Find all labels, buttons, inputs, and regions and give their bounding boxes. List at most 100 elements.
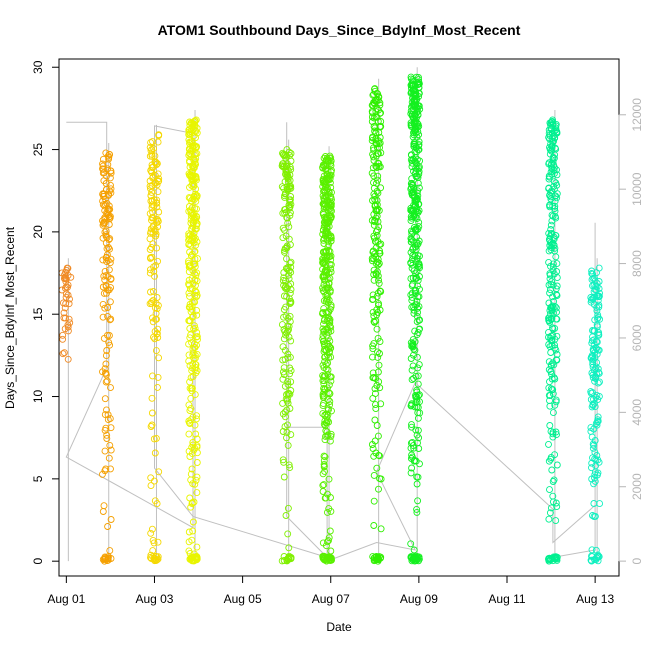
data-point [185,145,193,153]
data-point [549,409,557,417]
data-point [371,127,379,135]
data-point [415,78,423,86]
data-point [408,421,415,429]
data-point [188,274,196,282]
data-point [412,143,420,150]
data-point [325,418,333,426]
data-point [285,223,293,231]
data-point [552,120,560,128]
data-point [192,288,200,296]
data-point [102,369,110,377]
x-tick-label: Aug 03 [135,592,173,606]
data-point [320,555,328,563]
data-point [410,100,418,108]
data-point [107,446,115,454]
data-point [286,176,294,184]
data-point [372,113,380,121]
data-point [549,478,557,485]
data-point [149,163,157,171]
data-point [408,236,416,243]
data-point [324,326,332,334]
data-point [106,341,114,349]
data-point [106,259,114,267]
data-point [370,452,378,460]
data-point [414,282,422,290]
x-tick-label: Aug 05 [224,592,262,606]
data-point [105,454,113,462]
data-point [279,368,287,376]
data-point [376,139,384,147]
data-point [324,431,332,439]
data-point [187,394,195,402]
data-point [374,348,381,356]
data-point [149,240,157,248]
x-tick-label: Aug 09 [400,592,438,606]
data-point [415,263,423,271]
cluster-8 [545,116,561,565]
data-point [411,110,419,118]
data-point [154,188,162,196]
data-point [102,231,110,239]
data-point [326,316,334,323]
data-point [415,434,423,442]
data-point [325,534,333,542]
data-point [283,428,291,436]
data-point [147,529,155,537]
data-point [189,120,197,127]
data-point [595,278,603,285]
data-point [191,480,199,488]
data-point [546,554,553,562]
data-point [185,149,193,157]
data-point [150,539,158,547]
data-point [153,181,161,189]
data-point [286,364,294,372]
data-point [547,280,555,288]
data-point [146,235,154,243]
y2-tick-label: 12000 [630,98,644,132]
data-point [377,184,385,192]
data-point [547,455,555,463]
data-point [408,376,416,384]
data-point [370,271,378,278]
data-point [592,373,599,381]
data-point [107,189,115,197]
data-point [410,141,418,149]
data-point [546,289,554,297]
data-point [149,287,157,295]
data-point [155,354,163,362]
data-point [548,375,556,383]
data-point [319,273,327,281]
data-point [374,368,382,376]
data-point [284,178,292,186]
data-point [415,218,423,226]
data-point [284,399,292,407]
data-point [376,350,383,357]
data-point [283,146,291,154]
data-point [319,410,327,418]
data-point [106,316,114,324]
data-point [103,210,111,218]
data-point [147,423,155,430]
data-point [281,408,289,416]
data-point [100,334,108,342]
data-point [100,169,108,177]
data-point [107,255,115,263]
y-tick-label: 15 [31,307,45,321]
data-point [149,314,156,322]
data-point [377,525,385,533]
data-point [320,372,328,380]
data-point [186,163,194,171]
y2-tick-label: 0 [630,557,644,564]
data-point [375,137,383,145]
data-point [319,470,327,478]
data-point [549,492,557,500]
data-point [147,474,155,482]
data-point [285,544,293,552]
data-point [192,127,200,135]
data-point [105,286,113,294]
data-point [62,300,70,308]
data-point [105,338,113,346]
data-point [319,259,327,267]
data-point [154,217,162,225]
data-point [62,275,70,283]
